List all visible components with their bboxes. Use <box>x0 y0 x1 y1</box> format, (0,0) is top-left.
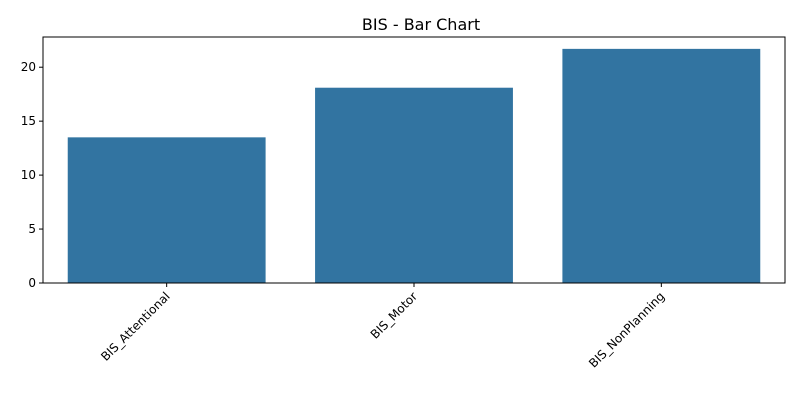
x-tick-label: BIS_Attentional <box>98 289 173 364</box>
bar-bis-nonplanning <box>562 48 761 283</box>
x-axis: BIS_Attentional BIS_Motor BIS_NonPlanning <box>98 283 667 371</box>
y-tick-label: 5 <box>28 222 36 236</box>
y-tick-label: 10 <box>21 168 36 182</box>
chart-title: BIS - Bar Chart <box>362 15 480 34</box>
x-tick-label: BIS_NonPlanning <box>586 289 667 370</box>
axes-frame <box>42 36 786 284</box>
plot-area <box>42 36 786 284</box>
bar-bis-motor <box>315 87 513 283</box>
y-tick-label: 0 <box>28 276 36 290</box>
y-tick-label: 15 <box>21 114 36 128</box>
y-axis: 0 5 10 15 20 <box>21 60 43 290</box>
y-tick-label: 20 <box>21 60 36 74</box>
x-tick-label: BIS_Motor <box>368 289 420 341</box>
bar-bis-attentional <box>67 137 266 283</box>
